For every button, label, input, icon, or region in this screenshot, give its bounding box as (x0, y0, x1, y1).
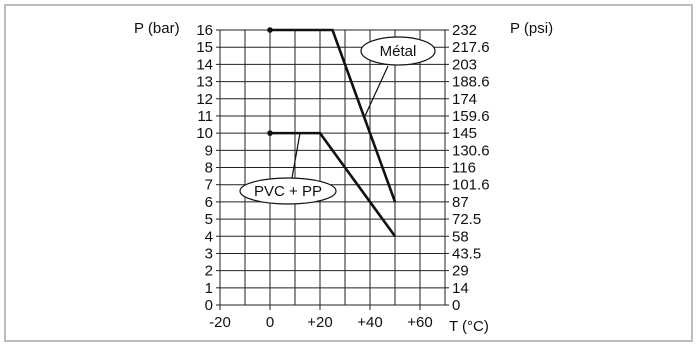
left-tick-label: 1 (205, 280, 213, 297)
series-line (270, 131, 397, 238)
pvc-leader (291, 133, 301, 179)
left-tick-label: 11 (197, 108, 213, 125)
metal-leader (364, 65, 389, 117)
x-axis-ticks: -20 0 +20 +40 +60 (209, 305, 433, 331)
x-tick-label: 0 (266, 314, 274, 331)
pvc-label: PVC + PP (254, 183, 322, 200)
metal-bubble (360, 36, 436, 66)
y-axis-label-right: P (psi) (510, 20, 553, 37)
metal-label: Métal (380, 43, 417, 60)
pvc-callout: PVC + PP (239, 133, 337, 205)
right-tick-label: 0 (452, 297, 460, 314)
right-axis-ticks: 0142943.55872.587101.6116130.6145159.617… (445, 22, 490, 314)
right-tick-label: 174 (452, 91, 477, 108)
right-tick-label: 116 (452, 160, 476, 177)
right-tick-label: 29 (452, 263, 469, 280)
left-tick-label: 0 (205, 297, 213, 314)
series-line (270, 28, 397, 203)
right-tick-label: 101.6 (452, 177, 490, 194)
right-tick-label: 87 (452, 194, 469, 211)
x-tick-label: +40 (357, 314, 382, 331)
left-tick-label: 5 (205, 211, 213, 228)
right-tick-label: 72.5 (452, 211, 481, 228)
right-tick-label: 217.6 (452, 39, 490, 56)
right-tick-label: 145 (452, 125, 477, 142)
metal-callout: Métal (360, 36, 436, 117)
x-axis-label: T (°C) (449, 318, 489, 335)
right-tick-label: 188.6 (452, 74, 490, 91)
right-tick-label: 203 (452, 56, 477, 73)
x-tick-label: +20 (307, 314, 332, 331)
right-tick-label: 159.6 (452, 108, 490, 125)
right-tick-label: 58 (452, 228, 469, 245)
right-tick-label: 14 (452, 280, 469, 297)
pvc-bubble (239, 177, 337, 205)
left-tick-label: 6 (205, 194, 213, 211)
left-tick-label: 2 (205, 263, 213, 280)
y-axis-label-left: P (bar) (134, 20, 180, 37)
left-tick-label: 13 (196, 74, 213, 91)
x-tick-label: +60 (407, 314, 432, 331)
series-start-point (267, 130, 273, 136)
series-group (267, 27, 397, 238)
left-tick-label: 12 (196, 91, 213, 108)
series-start-point (267, 27, 273, 33)
right-tick-label: 232 (452, 22, 477, 39)
left-tick-label: 16 (196, 22, 213, 39)
grid (219, 29, 446, 306)
left-tick-label: 3 (205, 245, 213, 262)
left-tick-label: 7 (205, 177, 213, 194)
left-tick-label: 4 (205, 228, 213, 245)
x-tick-label: -20 (209, 314, 231, 331)
right-tick-label: 130.6 (452, 142, 490, 159)
left-tick-label: 15 (196, 39, 213, 56)
left-tick-label: 9 (205, 142, 213, 159)
right-tick-label: 43.5 (452, 245, 481, 262)
annotations: Métal PVC + PP (239, 36, 436, 205)
left-tick-label: 8 (205, 160, 213, 177)
left-tick-label: 14 (196, 56, 213, 73)
left-tick-label: 10 (196, 125, 213, 142)
